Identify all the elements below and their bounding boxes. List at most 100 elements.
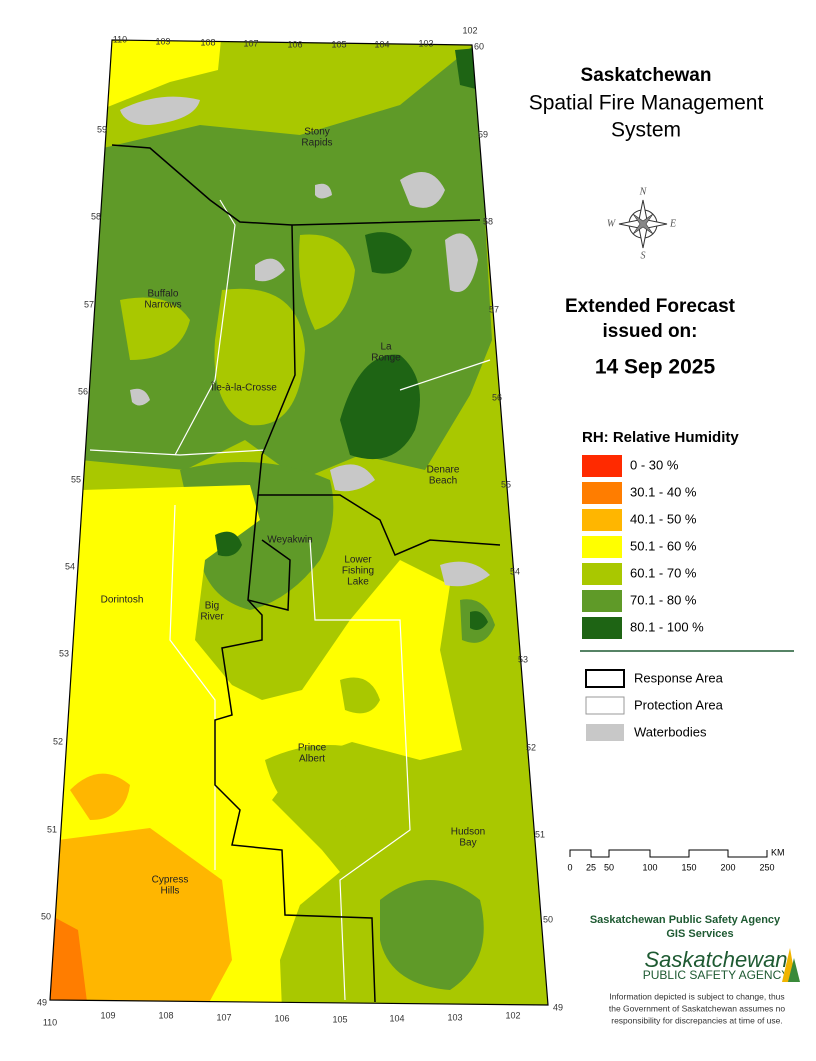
scale-unit: KM <box>771 847 785 857</box>
graticule-label: 105 <box>332 1014 347 1024</box>
waterbody <box>315 183 332 199</box>
boundary-swatch <box>586 724 624 741</box>
place-label: Big <box>205 601 219 612</box>
graticule-label: 106 <box>274 1013 289 1023</box>
compass-letter: E <box>669 218 676 229</box>
graticule-label: 109 <box>100 1010 115 1020</box>
forecast-date: 14 Sep 2025 <box>595 356 716 379</box>
graticule-label: 51 <box>47 824 57 834</box>
scale-label: 150 <box>681 862 696 872</box>
graticule-label: 104 <box>374 39 389 49</box>
legend-label: 60.1 - 70 % <box>630 565 697 580</box>
scale-label: 50 <box>604 862 614 872</box>
scale-label: 25 <box>586 862 596 872</box>
legend-swatch <box>582 509 622 531</box>
graticule-label: 55 <box>501 479 511 489</box>
place-label: Ronge <box>371 353 401 364</box>
boundary-label: Response Area <box>634 670 724 685</box>
rh-zone <box>50 828 232 1005</box>
legend-label: 40.1 - 50 % <box>630 511 697 526</box>
graticule-label: 102 <box>462 25 477 35</box>
graticule-label: 55 <box>71 474 81 484</box>
graticule-label: 58 <box>483 216 493 226</box>
graticule-label: 54 <box>510 566 520 576</box>
place-label: Prince <box>298 743 327 754</box>
graticule-label: 53 <box>518 654 528 664</box>
response-boundary <box>247 494 291 611</box>
graticule-label: 52 <box>53 736 63 746</box>
rh-zone <box>265 745 392 830</box>
graticule-label: 109 <box>155 36 170 46</box>
waterbody <box>400 172 445 208</box>
rh-zone <box>365 232 412 274</box>
rh-zone <box>380 880 484 990</box>
place-label: Lake <box>347 577 369 588</box>
place-label: Narrows <box>144 300 181 311</box>
legend-label: 0 - 30 % <box>630 457 679 472</box>
graticule-label: 56 <box>78 386 88 396</box>
legend-label: 80.1 - 100 % <box>630 619 704 634</box>
logo-sub: PUBLIC SAFETY AGENCY <box>643 968 790 982</box>
disclaimer: the Government of Saskatchewan assumes n… <box>609 1003 786 1013</box>
protection-boundary <box>399 359 491 391</box>
graticule-label: 108 <box>158 1010 173 1020</box>
graticule-label: 57 <box>84 299 94 309</box>
forecast-title: issued on: <box>602 321 697 342</box>
graticule-label: 107 <box>216 1012 231 1022</box>
graticule-label: 108 <box>200 37 215 47</box>
rh-zone <box>120 297 190 360</box>
logo-mark <box>788 958 800 982</box>
rh-zone <box>215 531 242 557</box>
title: Spatial Fire Management <box>529 92 764 115</box>
scale-label: 250 <box>759 862 774 872</box>
legend-swatch <box>582 482 622 504</box>
graticule-label: 59 <box>97 124 107 134</box>
legend-swatch <box>582 563 622 585</box>
boundary-swatch <box>585 696 625 715</box>
forecast-title: Extended Forecast <box>565 296 736 317</box>
place-label: Denare <box>427 465 460 476</box>
boundary-label: Protection Area <box>634 697 724 712</box>
graticule-label: 107 <box>243 38 258 48</box>
graticule-label: 58 <box>91 211 101 221</box>
legend-title: RH: Relative Humidity <box>582 429 739 446</box>
legend-swatch <box>582 617 622 639</box>
legend-swatch <box>582 455 622 477</box>
compass-letter: W <box>607 218 617 229</box>
rh-zone <box>299 234 355 330</box>
graticule-label: 110 <box>43 1017 57 1027</box>
graticule-label: 57 <box>489 304 499 314</box>
waterbody <box>255 258 285 282</box>
graticule-label: 49 <box>553 1002 563 1012</box>
legend-label: 70.1 - 80 % <box>630 592 697 607</box>
disclaimer: responsibility for discrepancies at time… <box>611 1015 783 1025</box>
agency-dept: GIS Services <box>666 928 733 940</box>
rh-zone <box>100 40 222 110</box>
graticule-label: 60 <box>474 41 484 51</box>
boundary-label: Waterbodies <box>634 724 707 739</box>
graticule-label: 102 <box>505 1010 520 1020</box>
scale-label: 100 <box>642 862 657 872</box>
response-boundary <box>257 224 501 556</box>
graticule-label: 103 <box>447 1012 462 1022</box>
place-label: Bay <box>459 838 476 849</box>
graticule-label: 110 <box>113 34 127 44</box>
place-label: Hudson <box>451 827 485 838</box>
place-label: Hills <box>161 886 180 897</box>
waterbody <box>120 96 200 125</box>
graticule-label: 50 <box>543 914 553 924</box>
place-label: Dorintosh <box>101 595 144 606</box>
graticule-label: 106 <box>287 39 302 49</box>
graticule-label: 54 <box>65 561 75 571</box>
agency-name: Saskatchewan Public Safety Agency <box>590 914 781 926</box>
logo-name: Saskatchewan <box>644 947 787 972</box>
place-label: Stony <box>304 127 330 138</box>
graticule-label: 56 <box>492 392 502 402</box>
province-outline <box>49 39 549 1006</box>
rh-zone <box>340 354 420 460</box>
waterbody <box>330 464 375 492</box>
protection-boundary <box>309 539 411 1001</box>
scale-label: 200 <box>720 862 735 872</box>
